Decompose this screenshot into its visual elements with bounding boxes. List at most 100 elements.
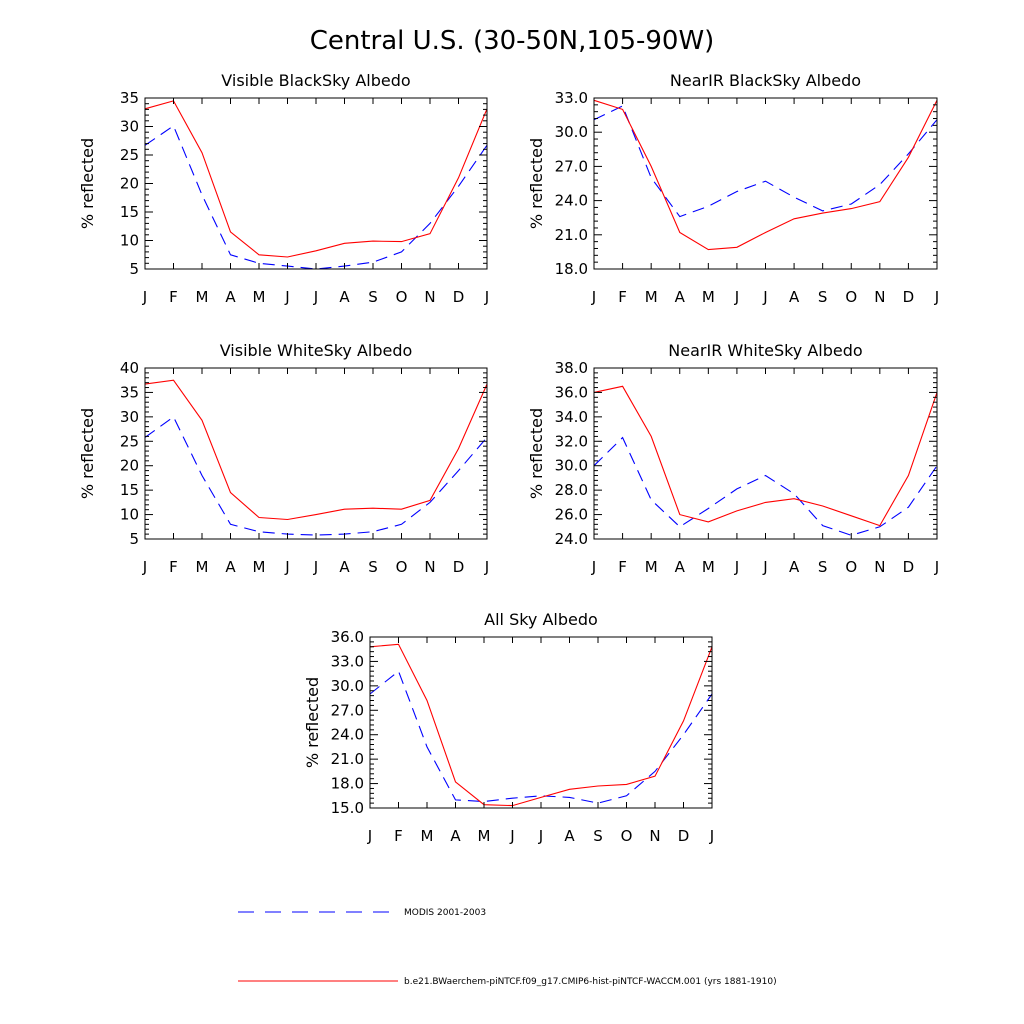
x-tick-label: O (845, 288, 857, 306)
x-tick-label: J (762, 558, 767, 576)
y-tick-label: 30.0 (331, 677, 364, 695)
x-tick-label: A (789, 558, 800, 576)
x-tick-label: J (367, 827, 372, 845)
series-line-modis (593, 436, 938, 536)
series-line-model (593, 99, 938, 251)
y-tick-label: 10 (120, 232, 139, 250)
x-tick-label: M (702, 288, 715, 306)
y-tick-label: 15 (120, 203, 139, 221)
legend-label-modis: MODIS 2001-2003 (404, 908, 486, 918)
y-tick-label: 30 (120, 118, 139, 136)
x-tick-label: M (253, 288, 266, 306)
y-tick-label: 35 (120, 89, 139, 107)
x-tick-label: M (196, 558, 209, 576)
x-tick-label: D (678, 827, 690, 845)
x-tick-label: J (313, 558, 318, 576)
x-tick-label: A (225, 288, 236, 306)
panel-title: Visible BlackSky Albedo (221, 71, 410, 90)
x-tick-label: M (645, 558, 658, 576)
x-tick-label: F (394, 827, 403, 845)
x-tick-label: J (934, 558, 939, 576)
x-tick-label: F (169, 288, 178, 306)
series-line-modis (144, 125, 488, 270)
x-tick-label: J (591, 288, 596, 306)
x-tick-label: J (484, 558, 489, 576)
y-tick-label: 25 (120, 432, 139, 450)
y-tick-label: 20 (120, 175, 139, 193)
y-tick-label: 5 (129, 260, 139, 278)
panel-title: All Sky Albedo (484, 610, 598, 629)
y-axis-label: % reflected (527, 408, 546, 499)
x-tick-label: O (621, 827, 633, 845)
x-tick-label: A (675, 558, 686, 576)
x-tick-label: S (593, 827, 603, 845)
y-axis-label: % reflected (78, 408, 97, 499)
x-tick-label: D (903, 558, 915, 576)
x-tick-label: O (845, 558, 857, 576)
y-tick-label: 32.0 (555, 432, 588, 450)
panel-title: NearIR BlackSky Albedo (670, 71, 861, 90)
panel-title: NearIR WhiteSky Albedo (668, 341, 862, 360)
y-tick-label: 36.0 (555, 383, 588, 401)
x-tick-label: J (734, 558, 739, 576)
x-tick-label: J (538, 827, 543, 845)
x-tick-label: J (934, 288, 939, 306)
x-tick-label: A (789, 288, 800, 306)
x-tick-label: N (874, 558, 885, 576)
y-tick-label: 40 (120, 359, 139, 377)
x-tick-label: N (424, 558, 435, 576)
y-tick-label: 27.0 (331, 701, 364, 719)
x-tick-label: A (339, 288, 350, 306)
x-tick-label: M (478, 827, 491, 845)
x-tick-label: J (484, 288, 489, 306)
y-tick-label: 24.0 (555, 530, 588, 548)
y-tick-label: 18.0 (331, 775, 364, 793)
series-line-model (144, 100, 488, 258)
x-tick-label: S (818, 288, 828, 306)
x-tick-label: N (424, 288, 435, 306)
x-tick-label: A (225, 558, 236, 576)
x-tick-label: N (649, 827, 660, 845)
x-tick-label: D (903, 288, 915, 306)
x-tick-label: D (453, 558, 465, 576)
y-tick-label: 33.0 (331, 652, 364, 670)
series-line-modis (593, 105, 938, 218)
x-tick-label: J (591, 558, 596, 576)
x-tick-label: J (284, 558, 289, 576)
main-title: Central U.S. (30-50N,105-90W) (310, 26, 715, 56)
y-axis-label: % reflected (78, 138, 97, 229)
x-tick-label: M (645, 288, 658, 306)
x-tick-label: J (313, 288, 318, 306)
x-tick-label: A (450, 827, 461, 845)
y-tick-label: 34.0 (555, 408, 588, 426)
x-tick-label: O (396, 558, 408, 576)
y-tick-label: 10 (120, 506, 139, 524)
x-tick-label: O (396, 288, 408, 306)
x-tick-label: J (709, 827, 714, 845)
series-line-modis (369, 670, 713, 804)
y-tick-label: 20 (120, 457, 139, 475)
y-tick-label: 36.0 (331, 628, 364, 646)
y-tick-label: 18.0 (555, 260, 588, 278)
y-tick-label: 21.0 (555, 226, 588, 244)
x-tick-label: S (818, 558, 828, 576)
x-tick-label: A (339, 558, 350, 576)
x-tick-label: F (618, 288, 627, 306)
legend-label-model: b.e21.BWaerchem-piNTCF.f09_g17.CMIP6-his… (404, 977, 777, 987)
series-line-model (369, 643, 713, 807)
x-tick-label: A (675, 288, 686, 306)
y-tick-label: 30 (120, 408, 139, 426)
x-tick-label: J (509, 827, 514, 845)
x-tick-label: M (253, 558, 266, 576)
y-tick-label: 5 (129, 530, 139, 548)
legend: MODIS 2001-2003 b.e21.BWaerchem-piNTCF.f… (238, 908, 777, 987)
y-tick-label: 25 (120, 146, 139, 164)
series-line-modis (144, 416, 488, 536)
y-axis-label: % reflected (527, 138, 546, 229)
y-tick-label: 21.0 (331, 750, 364, 768)
